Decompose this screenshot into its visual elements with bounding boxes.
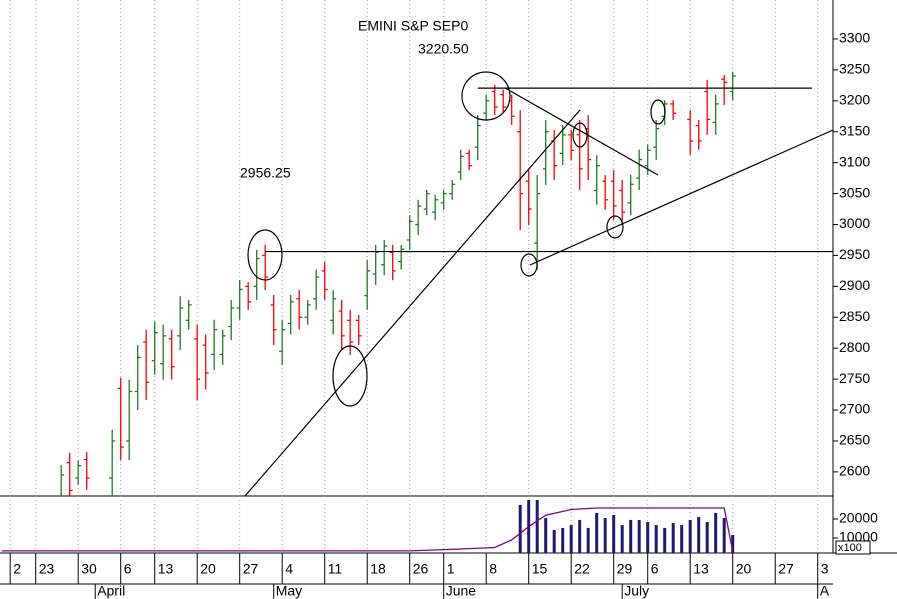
- x-tick-label: 13: [158, 561, 174, 577]
- volume-bar: [680, 525, 684, 553]
- circle-marker: [247, 229, 283, 281]
- volume-unit: x100: [838, 542, 862, 554]
- volume-bar: [663, 527, 667, 553]
- y-tick-label: 2850: [839, 308, 870, 324]
- y-tick-label: 2800: [839, 339, 870, 355]
- circle-marker: [461, 71, 511, 121]
- y-tick-label: 2600: [839, 463, 870, 479]
- trendline: [244, 109, 581, 496]
- volume-bar: [705, 522, 709, 553]
- x-tick-label: 20: [200, 561, 216, 577]
- volume-bar: [629, 519, 633, 553]
- volume-bar: [578, 519, 582, 553]
- volume-bar: [603, 518, 607, 553]
- volume-bar: [561, 527, 565, 553]
- volume-bar: [654, 525, 658, 553]
- volume-bar: [714, 512, 718, 553]
- volume-bar: [671, 522, 675, 553]
- x-tick-label: 15: [532, 561, 548, 577]
- volume-bar: [731, 534, 735, 553]
- circle-marker: [520, 253, 538, 277]
- y-tick-label: 3200: [839, 92, 870, 108]
- x-tick-label: 11: [328, 561, 343, 577]
- x-tick-label: 27: [778, 561, 794, 577]
- volume-bar: [552, 530, 556, 553]
- y-tick-label: 2750: [839, 370, 870, 386]
- x-tick-label: 22: [574, 561, 590, 577]
- y-tick-label: 2650: [839, 432, 870, 448]
- trendlines: [244, 71, 833, 496]
- volume-bar: [620, 525, 624, 553]
- y-tick-label: 2700: [839, 401, 870, 417]
- month-label: May: [276, 583, 302, 599]
- annotation-label: 3220.50: [418, 41, 469, 57]
- x-tick-label: 23: [39, 561, 55, 577]
- circle-marker: [572, 122, 588, 148]
- x-tick-label: 2: [13, 561, 21, 577]
- y-tick-label: 3000: [839, 215, 870, 231]
- y-tick-label: 3300: [839, 30, 870, 46]
- y-tick-label: 3150: [839, 122, 870, 138]
- month-label: July: [624, 583, 649, 599]
- y-tick-label: 3050: [839, 184, 870, 200]
- open-interest-line: [1, 507, 734, 552]
- circle-marker: [606, 215, 624, 239]
- volume-bar: [646, 522, 650, 553]
- volume-bar: [637, 519, 641, 553]
- x-tick-label: 29: [617, 561, 633, 577]
- y2-tick-label: 10000: [839, 529, 878, 545]
- x-tick-label: 20: [736, 561, 752, 577]
- y-tick-label: 3100: [839, 153, 870, 169]
- x-tick-label: 1: [447, 561, 455, 577]
- y2-tick-label: 20000: [839, 510, 878, 526]
- x-tick-label: 18: [370, 561, 386, 577]
- circle-marker: [650, 99, 666, 125]
- y-tick-label: 2950: [839, 246, 870, 262]
- volume-bar: [722, 518, 726, 553]
- x-tick-label: 27: [243, 561, 259, 577]
- volume-bar: [569, 525, 573, 553]
- x-tick-label: 26: [413, 561, 429, 577]
- volume-bar: [544, 518, 548, 553]
- volume-bar: [535, 499, 539, 553]
- chart-title: EMINI S&P SEP0: [358, 18, 468, 34]
- volume-bar: [518, 504, 522, 553]
- volume-bar: [688, 519, 692, 553]
- unit-box: [835, 540, 871, 555]
- y-tick-label: 2900: [839, 277, 870, 293]
- volume-bar: [586, 527, 590, 553]
- trendline: [504, 87, 659, 176]
- annotation-label: 2956.25: [240, 165, 291, 181]
- x-tick-label: 4: [285, 561, 293, 577]
- month-label: A: [820, 583, 830, 599]
- volume-bar: [697, 517, 701, 553]
- volume-bar: [612, 515, 616, 553]
- y-tick-label: 3250: [839, 61, 870, 77]
- volume-bar: [595, 512, 599, 553]
- x-tick-label: 8: [489, 561, 497, 577]
- circle-marker: [332, 345, 368, 407]
- x-tick-label: 13: [693, 561, 709, 577]
- x-tick-label: 6: [124, 561, 132, 577]
- month-label: June: [446, 583, 477, 599]
- x-tick-label: 3: [821, 561, 829, 577]
- month-label: April: [97, 583, 125, 599]
- x-tick-label: 30: [81, 561, 97, 577]
- trendline: [529, 129, 833, 266]
- x-tick-label: 6: [651, 561, 659, 577]
